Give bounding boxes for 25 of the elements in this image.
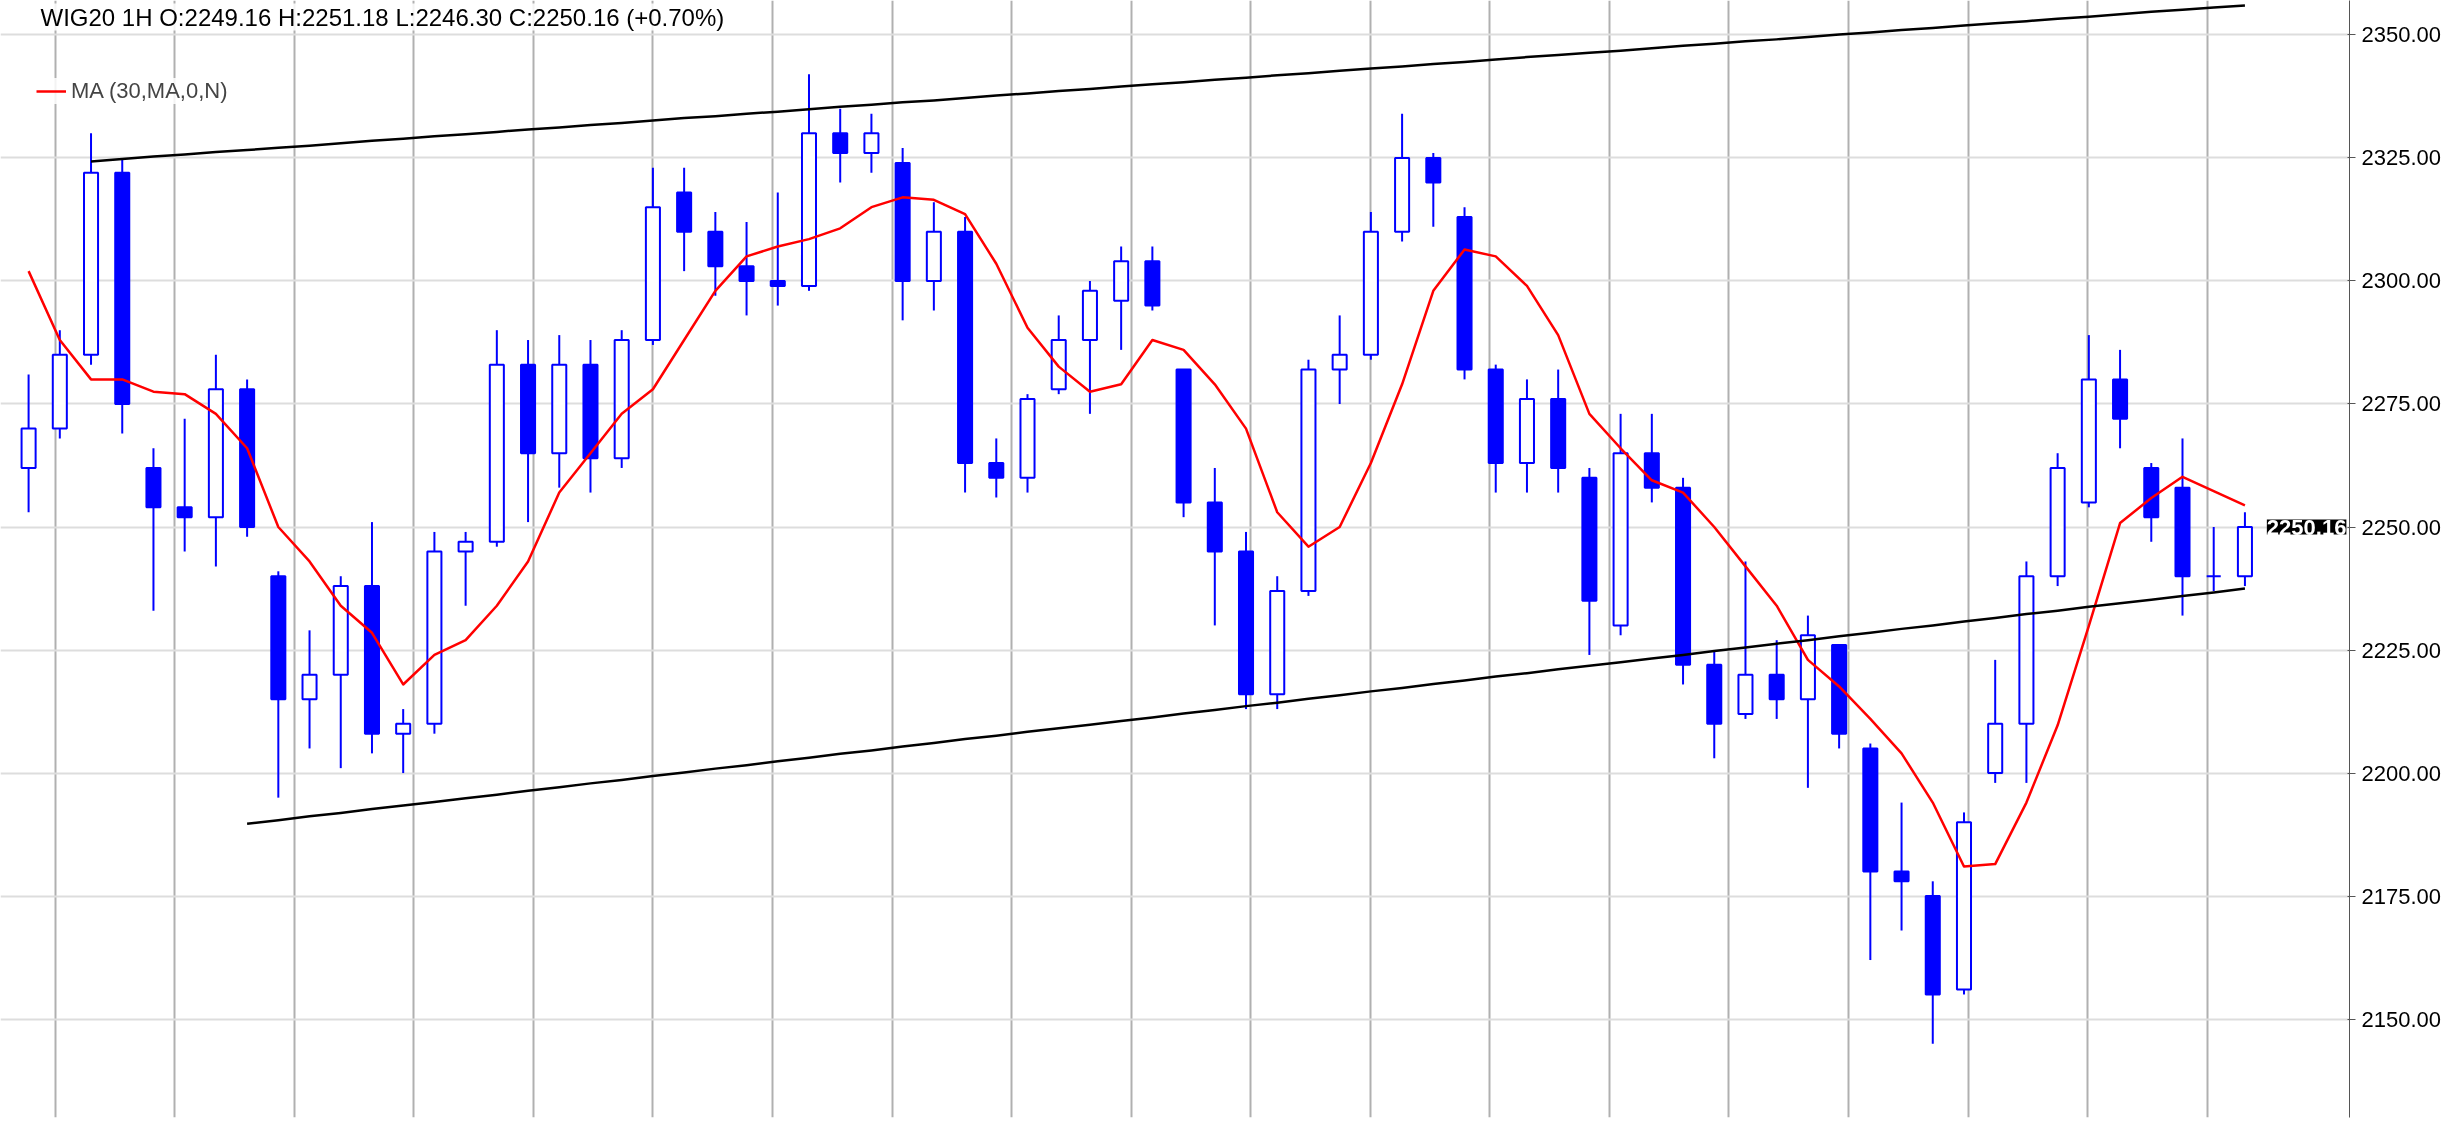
candlestick: [863, 112, 880, 174]
y-tick-label: 2300.00: [2361, 268, 2442, 294]
candlestick: [988, 437, 1005, 499]
y-tick-label: 2250.00: [2361, 514, 2442, 540]
candlestick: [832, 107, 849, 184]
line-series: [27, 196, 2247, 868]
y-tick-label: 2275.00: [2361, 391, 2442, 417]
candlestick: [457, 530, 474, 607]
y-tick-label: 2150.00: [2361, 1006, 2442, 1032]
chart-title: WIG20 1H O:2249.16 H:2251.18 L:2246.30 C:2250.16 (+0.70%): [40, 3, 725, 31]
y-tick-label: 2350.00: [2361, 22, 2442, 48]
legend-label: MA (30,MA,0,N): [71, 78, 228, 104]
candlestick: [2205, 526, 2222, 592]
candlestick: [769, 191, 786, 307]
y-tick-label: 2325.00: [2361, 145, 2442, 171]
candlestick: [176, 417, 193, 553]
candlestick: [1331, 314, 1348, 405]
text: 2250.16: [2266, 514, 2347, 540]
y-tick-label: 2200.00: [2361, 760, 2442, 786]
line-series: [245, 587, 2247, 825]
candlestick: [395, 708, 412, 775]
y-tick-label: 2175.00: [2361, 883, 2442, 909]
candlestick: [738, 220, 755, 317]
candlestick: [1893, 801, 1910, 932]
y-tick-label: 2225.00: [2361, 637, 2442, 663]
